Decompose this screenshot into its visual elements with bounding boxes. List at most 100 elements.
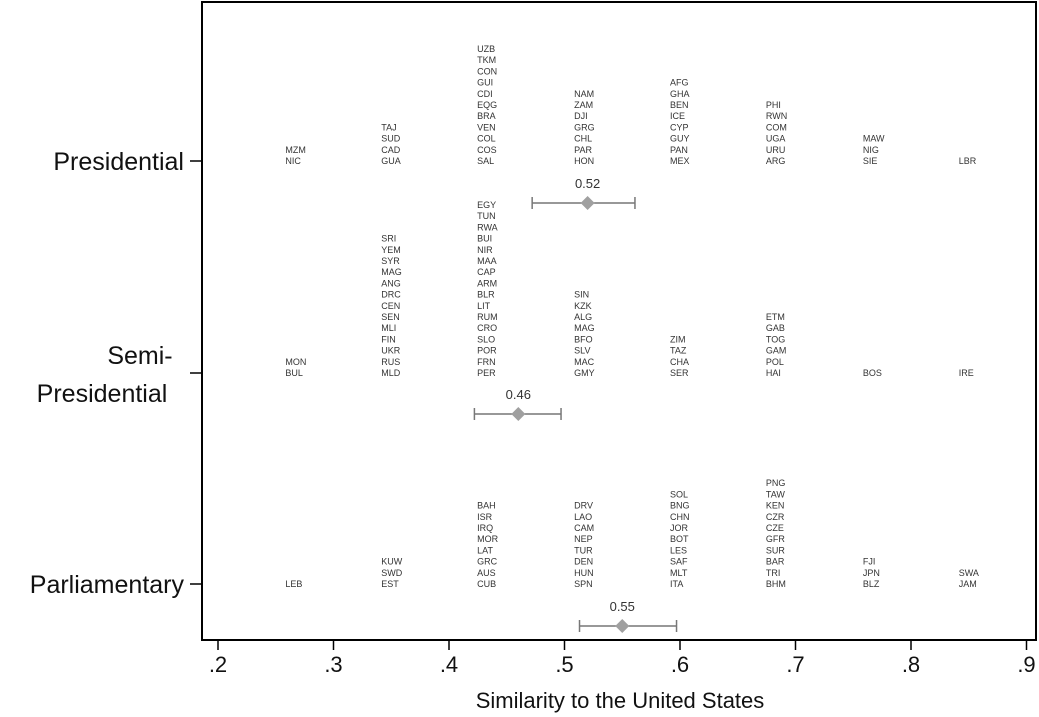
country-code: IRE [959,368,974,378]
country-code: AFG [670,78,689,88]
country-code: UKR [381,346,401,356]
country-code: TAZ [670,346,687,356]
country-code: CAD [381,145,401,155]
country-code: ITA [670,579,683,589]
country-code: GHA [670,89,690,99]
country-code: BNG [670,501,690,511]
country-code: ARM [477,278,497,288]
country-code: BRA [477,111,496,121]
x-tick-label: .7 [786,652,804,677]
country-code: JOR [670,523,689,533]
country-code: HUN [574,568,594,578]
country-code: MAC [574,357,595,367]
country-code: SWA [959,568,979,578]
x-tick-label: .6 [671,652,689,677]
country-code: BEN [670,100,689,110]
country-code: CHL [574,134,592,144]
country-code: TUR [574,545,593,555]
country-code: NAM [574,89,594,99]
country-code: CYP [670,122,689,132]
country-code: UZB [477,44,495,54]
country-code: MLT [670,568,688,578]
country-code: LAO [574,512,592,522]
x-axis: .2 .3 .4 .5 .6 .7 .8 .9 [209,640,1036,677]
country-code: DJI [574,111,588,121]
country-code: LBR [959,156,977,166]
country-code: CRO [477,323,497,333]
country-code: SUR [766,545,786,555]
country-code: RUM [477,312,498,322]
country-code: ZIM [670,334,686,344]
country-code: GFR [766,534,785,544]
country-code: MZM [285,145,306,155]
country-code: IRQ [477,523,493,533]
country-code: PER [477,368,496,378]
country-code: CZE [766,523,784,533]
country-code: SRI [381,234,396,244]
country-code: KUW [381,557,403,567]
country-code: PAR [574,145,592,155]
country-code: SEN [381,312,400,322]
country-code: MOR [477,534,498,544]
country-code: LIT [477,301,491,311]
country-code: CZR [766,512,785,522]
country-code: KEN [766,501,785,511]
country-code: BAR [766,557,785,567]
x-tick-label: .3 [324,652,342,677]
country-code: LES [670,545,687,555]
country-code: LAT [477,545,493,555]
country-code: DEN [574,557,593,567]
country-code: SAL [477,156,494,166]
country-code: COM [766,122,787,132]
country-code: BOS [863,368,882,378]
country-code: ICE [670,111,685,121]
country-code: GUI [477,78,493,88]
country-code: BHM [766,579,786,589]
country-code: PAN [670,145,688,155]
country-code: FRN [477,357,496,367]
country-code: VEN [477,122,496,132]
country-code: BFO [574,334,593,344]
country-code: KZK [574,301,592,311]
mean-marker [615,619,630,633]
country-code: TOG [766,334,785,344]
country-code: COS [477,145,497,155]
country-code: GMY [574,368,595,378]
country-code: SIN [574,290,589,300]
country-code: GAM [766,346,787,356]
country-code: HON [574,156,594,166]
plot-frame [201,1,1037,641]
country-code: BAH [477,501,496,511]
country-code: TUN [477,211,496,221]
country-code: MLI [381,323,396,333]
country-code: CON [477,66,497,76]
country-code: SPN [574,579,593,589]
country-code: RWA [477,222,498,232]
mean-label: 0.46 [506,387,531,402]
country-code: ISR [477,512,493,522]
country-code: GRG [574,122,595,132]
country-code: FIN [381,334,396,344]
country-code: BUL [285,368,303,378]
country-code: SLV [574,346,590,356]
country-code: CHN [670,512,690,522]
country-code: LEB [285,579,302,589]
country-code: PHI [766,100,781,110]
country-code: TRI [766,568,781,578]
mean-label: 0.52 [575,176,600,191]
country-code: ANG [381,278,401,288]
country-code: EQG [477,100,497,110]
country-code: SAF [670,557,688,567]
x-tick-label: .2 [209,652,227,677]
country-code: DRV [574,501,593,511]
country-code: ARG [766,156,786,166]
country-code: SOL [670,489,688,499]
country-code: CHA [670,357,689,367]
country-code: YEM [381,245,401,255]
country-code: TAJ [381,122,396,132]
mean-label: 0.55 [610,599,635,614]
country-code: HAI [766,368,781,378]
country-code: NIR [477,245,493,255]
country-code: ALG [574,312,592,322]
